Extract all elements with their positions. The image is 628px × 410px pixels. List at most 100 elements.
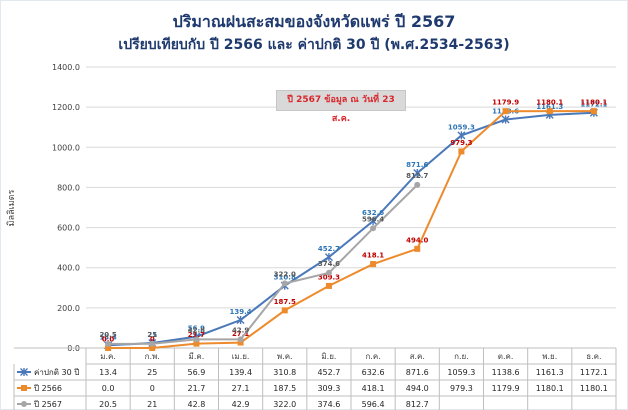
- table-cell: 42.8: [188, 400, 206, 409]
- legend-entry: ปี 2567: [33, 400, 62, 409]
- data-label: 1180.1: [580, 99, 607, 107]
- data-point: [413, 169, 422, 178]
- table-cell: 13.4: [99, 368, 117, 377]
- table-cell: 1179.9: [492, 384, 520, 393]
- data-label: 1059.3: [448, 123, 475, 131]
- table-cell: 0.0: [102, 384, 115, 393]
- table-cell: 632.6: [362, 368, 385, 377]
- x-tick-label: มี.ค.: [189, 352, 205, 361]
- x-tick-label: ก.พ.: [145, 352, 160, 361]
- x-tick-label: ส.ค.: [410, 352, 425, 361]
- data-point: [193, 336, 200, 343]
- data-label: 42.9: [232, 326, 249, 334]
- data-label: 0.0: [102, 336, 115, 344]
- data-point: [369, 217, 378, 226]
- table-cell: 1138.6: [492, 368, 520, 377]
- x-tick-label: ม.ค.: [100, 352, 116, 361]
- annotation-box: ปี 2567 ข้อมูล ณ วันที่ 23 ส.ค.: [276, 90, 406, 124]
- data-label: 322.0: [274, 270, 296, 278]
- series-line: [108, 111, 594, 347]
- data-point: [105, 340, 112, 347]
- data-point: [20, 368, 28, 376]
- table-cell: 322.0: [273, 400, 296, 409]
- data-point: [237, 336, 244, 343]
- table-cell: 1161.3: [536, 368, 564, 377]
- x-tick-label: เม.ย.: [232, 352, 250, 361]
- table-cell: 27.1: [232, 384, 250, 393]
- data-point: [414, 245, 421, 252]
- x-tick-label: ธ.ค.: [586, 352, 601, 361]
- table-cell: 1059.3: [447, 368, 475, 377]
- y-tick-label: 1400.0: [52, 63, 80, 72]
- data-label: 13.4: [99, 333, 116, 341]
- series-line: [108, 110, 594, 349]
- data-label: 56.9: [188, 325, 205, 333]
- table-cell: 871.6: [406, 368, 429, 377]
- data-label: 812.7: [406, 172, 428, 180]
- data-label: 0: [150, 336, 155, 344]
- data-point: [149, 340, 156, 347]
- data-point: [149, 345, 156, 351]
- chart-title: ปริมาณฝนสะสมของจังหวัดแพร่ ปี 2567: [172, 12, 456, 31]
- x-tick-label: ต.ค.: [498, 352, 514, 361]
- table-cell: 20.5: [99, 400, 117, 409]
- table-cell: 812.7: [406, 400, 429, 409]
- chart-subtitle: เปรียบเทียบกับ ปี 2566 และ ค่าปกติ 30 ปี…: [118, 37, 510, 53]
- data-point: [325, 269, 332, 276]
- data-point: [21, 385, 27, 391]
- y-tick-label: 1000.0: [52, 143, 80, 152]
- legend-entry: ค่าปกติ 30 ปี: [34, 368, 79, 377]
- y-tick-label: 1200.0: [52, 103, 80, 112]
- data-point: [236, 316, 245, 325]
- table-cell: 187.5: [273, 384, 296, 393]
- data-label: 452.7: [318, 245, 340, 253]
- data-label: 21: [147, 331, 157, 339]
- y-tick-label: 600.0: [57, 224, 80, 233]
- data-label: 1179.9: [492, 99, 519, 107]
- x-tick-label: พ.ค.: [277, 352, 293, 361]
- table-cell: 310.8: [273, 368, 296, 377]
- data-point: [590, 108, 597, 115]
- table-cell: 42.9: [232, 400, 250, 409]
- table-cell: 979.3: [450, 384, 473, 393]
- data-point: [457, 131, 466, 140]
- data-label: 27.1: [232, 330, 249, 338]
- x-tick-label: พ.ย.: [542, 352, 557, 361]
- data-label: 42.8: [188, 326, 205, 334]
- data-label: 596.4: [362, 215, 384, 223]
- table-cell: 1180.1: [580, 384, 608, 393]
- y-axis-label: มิลลิเมตร: [6, 190, 17, 227]
- legend-entry: ปี 2566: [33, 384, 62, 393]
- data-label: 25: [147, 331, 157, 339]
- table-cell: 21.7: [188, 384, 206, 393]
- y-tick-label: 400.0: [57, 264, 80, 273]
- table-cell: 452.7: [317, 368, 340, 377]
- data-point: [324, 253, 333, 262]
- data-point: [546, 108, 553, 115]
- data-point: [502, 108, 509, 115]
- data-point: [237, 339, 244, 346]
- y-tick-label: 800.0: [57, 183, 80, 192]
- data-label: 632.6: [362, 209, 384, 217]
- data-point: [501, 115, 510, 124]
- table-cell: 309.3: [317, 384, 340, 393]
- table-cell: 139.4: [229, 368, 252, 377]
- data-label: 139.4: [230, 308, 252, 316]
- table-cell: 0: [150, 384, 155, 393]
- x-tick-label: ก.ค.: [365, 352, 380, 361]
- table-cell: 1180.1: [536, 384, 564, 393]
- table-cell: 21: [147, 400, 157, 409]
- data-point: [370, 261, 377, 268]
- series-line: [108, 184, 419, 345]
- data-point: [105, 345, 112, 351]
- table-cell: 494.0: [406, 384, 429, 393]
- data-label: 20.5: [99, 331, 116, 339]
- data-point: [281, 307, 288, 314]
- data-label: 418.1: [362, 252, 384, 260]
- y-tick-label: 200.0: [57, 304, 80, 313]
- x-tick-label: มิ.ย.: [321, 352, 336, 361]
- table-cell: 374.6: [317, 400, 340, 409]
- data-label: 1172.1: [580, 101, 607, 109]
